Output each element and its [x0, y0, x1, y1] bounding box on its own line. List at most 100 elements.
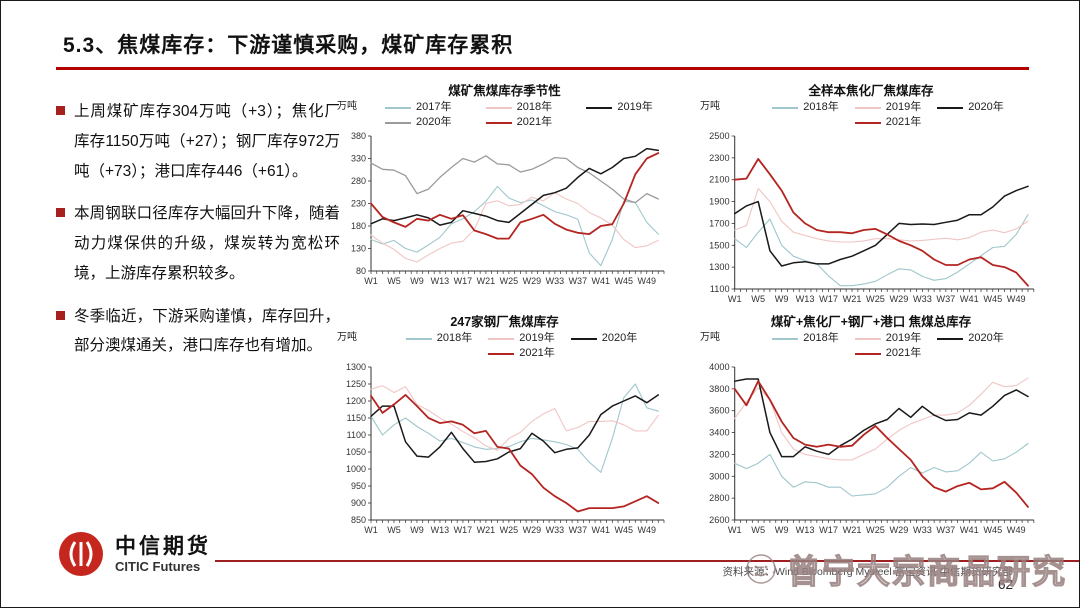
- svg-text:3200: 3200: [709, 450, 729, 460]
- chart-coal-mine-seasonality: 煤矿焦煤库存季节性 万吨 2017年 2018年 2019年 2020年 2021年 3…: [337, 83, 672, 306]
- legend-line-swatch: [854, 106, 881, 109]
- svg-text:W9: W9: [775, 525, 789, 535]
- svg-text:W49: W49: [1007, 294, 1026, 304]
- legend-label: 2021年: [519, 347, 555, 359]
- svg-text:W49: W49: [638, 525, 657, 535]
- legend-line-swatch: [937, 106, 964, 109]
- svg-text:3400: 3400: [709, 428, 729, 438]
- svg-text:W33: W33: [913, 294, 932, 304]
- legend-label: 2021年: [885, 347, 922, 359]
- series-line-2020年: [733, 378, 1029, 458]
- legend-label: 2018年: [803, 332, 839, 344]
- legend-item: 2018年: [485, 100, 571, 115]
- legend-line-swatch: [772, 337, 799, 340]
- svg-text:2300: 2300: [709, 153, 729, 163]
- svg-text:W13: W13: [796, 525, 815, 535]
- svg-text:W13: W13: [431, 276, 450, 286]
- legend-item: 2018年: [772, 100, 839, 115]
- svg-text:1500: 1500: [709, 240, 729, 250]
- legend-line-swatch: [854, 352, 881, 355]
- chart-total-inventory: 煤矿+焦化厂+钢厂+港口 焦煤总库存 万吨 2018年 2019年 2020年 202…: [700, 314, 1042, 537]
- svg-text:W17: W17: [819, 294, 838, 304]
- svg-text:W17: W17: [454, 276, 473, 286]
- svg-text:W25: W25: [866, 294, 885, 304]
- legend-item: 2018年: [772, 331, 839, 346]
- svg-text:W13: W13: [431, 525, 450, 535]
- svg-text:W49: W49: [638, 276, 657, 286]
- bullet-text: 本周钢联口径库存大幅回升下降，随着动力煤保供的升级，煤炭转为宽松环境，上游库存累…: [74, 205, 340, 282]
- svg-text:W9: W9: [410, 525, 424, 535]
- chart-title: 煤矿焦煤库存季节性: [448, 84, 561, 98]
- svg-text:W33: W33: [546, 276, 565, 286]
- svg-text:W25: W25: [866, 525, 885, 535]
- chart-title: 全样本焦化厂焦煤库存: [808, 84, 934, 98]
- svg-text:W21: W21: [843, 525, 862, 535]
- legend-label: 2018年: [436, 332, 473, 344]
- svg-text:4000: 4000: [709, 362, 729, 372]
- chart-title: 煤矿+焦化厂+钢厂+港口 焦煤总库存: [770, 315, 972, 329]
- chart-legend: 2018年 2019年 2020年 2021年: [734, 331, 1042, 361]
- legend-item: 2018年: [405, 331, 473, 346]
- bullet-square-icon: [56, 106, 65, 115]
- svg-text:W1: W1: [728, 525, 742, 535]
- chart-cokery-inventory: 全样本焦化厂焦煤库存 万吨 2018年 2019年 2020年 2021年 2500 2…: [700, 83, 1042, 306]
- legend-label: 2020年: [968, 101, 1004, 113]
- series-line-2020年: [733, 185, 1029, 267]
- legend-item: 2019年: [854, 331, 921, 346]
- y-axis-unit-label: 万吨: [337, 332, 357, 343]
- legend-label: 2018年: [803, 101, 839, 113]
- legend-item: 2017年: [385, 100, 470, 115]
- svg-text:W21: W21: [477, 276, 496, 286]
- svg-text:1300: 1300: [346, 362, 366, 372]
- svg-text:W1: W1: [364, 525, 378, 535]
- svg-text:W41: W41: [592, 525, 611, 535]
- legend-line-swatch: [570, 337, 597, 340]
- bullet-text: 冬季临近，下游采购谨慎，库存回升，部分澳煤通关，港口库存也有增加。: [74, 307, 340, 355]
- y-axis-unit-label: 万吨: [700, 332, 720, 343]
- svg-text:W41: W41: [960, 525, 979, 535]
- svg-text:W41: W41: [960, 294, 979, 304]
- svg-text:2800: 2800: [709, 493, 729, 503]
- footer-red-line: [215, 560, 1079, 562]
- legend-line-swatch: [385, 106, 411, 109]
- legend-line-swatch: [854, 121, 881, 124]
- svg-text:1250: 1250: [346, 379, 366, 389]
- legend-item: 2020年: [385, 115, 470, 130]
- svg-text:W9: W9: [410, 276, 424, 286]
- logo-en: CITIC Futures: [115, 558, 201, 574]
- series-line-2019年: [734, 377, 1029, 461]
- legend-label: 2020年: [601, 332, 638, 344]
- series-line-2019年: [734, 187, 1029, 243]
- svg-text:W29: W29: [890, 294, 909, 304]
- citic-futures-logo: 中信期货 CITIC Futures: [57, 530, 211, 578]
- svg-text:W29: W29: [890, 525, 909, 535]
- svg-text:W5: W5: [751, 294, 765, 304]
- svg-text:1900: 1900: [709, 197, 729, 207]
- legend-line-swatch: [405, 337, 432, 340]
- y-axis-unit-label: 万吨: [337, 101, 357, 112]
- citic-logo-icon: [59, 532, 103, 576]
- svg-text:W25: W25: [500, 276, 519, 286]
- legend-label: 2020年: [968, 332, 1004, 344]
- svg-text:3600: 3600: [709, 406, 729, 416]
- svg-text:W37: W37: [936, 294, 955, 304]
- svg-text:1700: 1700: [709, 219, 729, 229]
- page-title: 5.3、焦煤库存：下游谨慎采购，煤矿库存累积: [63, 34, 514, 57]
- svg-text:W5: W5: [751, 525, 765, 535]
- svg-text:W49: W49: [1007, 525, 1026, 535]
- svg-text:2500: 2500: [709, 131, 729, 141]
- legend-item: 2020年: [937, 331, 1004, 346]
- legend-line-swatch: [772, 106, 799, 109]
- series-line-2019年: [370, 147, 660, 226]
- svg-text:W29: W29: [523, 525, 542, 535]
- series-line-2020年: [370, 394, 660, 463]
- svg-text:W37: W37: [569, 276, 588, 286]
- svg-text:900: 900: [351, 498, 366, 508]
- svg-text:W45: W45: [615, 525, 634, 535]
- bullet-item: 冬季临近，下游采购谨慎，库存回升，部分澳煤通关，港口库存也有增加。: [56, 302, 340, 362]
- svg-text:W21: W21: [477, 525, 496, 535]
- series-line-2018年: [370, 383, 659, 473]
- legend-item: 2020年: [937, 100, 1004, 115]
